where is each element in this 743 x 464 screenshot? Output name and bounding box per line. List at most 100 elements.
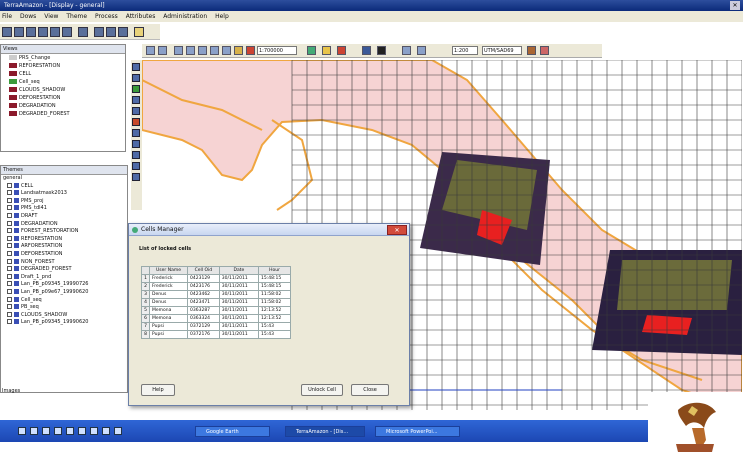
copy-icon[interactable] bbox=[158, 46, 167, 55]
checkbox-icon[interactable] bbox=[7, 304, 12, 310]
theme-item[interactable]: PB_seq bbox=[1, 304, 127, 312]
table-row[interactable]: 5 Memona 0363287 30/11/2011 12:13:52 bbox=[141, 306, 291, 315]
theme-item[interactable]: DEFORESTATION bbox=[1, 250, 127, 259]
table-row[interactable]: 1 Frederick 0423129 30/11/2011 15:48:15 bbox=[141, 274, 291, 283]
checkbox-icon[interactable] bbox=[7, 258, 12, 264]
checkbox-icon[interactable] bbox=[7, 212, 12, 218]
layer-item[interactable]: PRS_Change bbox=[1, 54, 125, 62]
menu-administration[interactable]: Administration bbox=[163, 13, 208, 20]
menu-attributes[interactable]: Attributes bbox=[125, 13, 156, 20]
checkbox-icon[interactable] bbox=[7, 235, 12, 241]
settings-icon[interactable] bbox=[540, 46, 549, 55]
light-icon[interactable] bbox=[134, 27, 144, 37]
lock-icon[interactable] bbox=[337, 46, 346, 55]
layer-item[interactable]: DEGRADED_FOREST bbox=[1, 110, 125, 118]
theme-item[interactable]: PMS_tdl41 bbox=[1, 205, 127, 213]
checkbox-icon[interactable] bbox=[7, 319, 12, 325]
column-header[interactable]: Hour bbox=[258, 266, 291, 275]
draw-line-icon[interactable] bbox=[174, 46, 183, 55]
theme-item[interactable]: Lan_PB_p09345_19990726 bbox=[1, 281, 127, 289]
theme-item[interactable]: DEGRADATION bbox=[1, 220, 127, 229]
projection-select[interactable]: UTM/SAD69 bbox=[482, 46, 522, 55]
taskbar-item-powerpoint[interactable]: Microsoft PowerPoi... bbox=[375, 426, 460, 437]
new-icon[interactable] bbox=[2, 27, 12, 37]
theme-item[interactable]: Lan_PB_p09e67_19990620 bbox=[1, 288, 127, 297]
theme-item[interactable]: DEGRADED_FOREST bbox=[1, 266, 127, 274]
quicklaunch-icon[interactable] bbox=[90, 427, 98, 435]
save-map-icon[interactable] bbox=[362, 46, 371, 55]
move-icon[interactable] bbox=[210, 46, 219, 55]
checkbox-icon[interactable] bbox=[7, 311, 12, 317]
column-header[interactable]: Date bbox=[218, 266, 260, 275]
table-row[interactable]: 7 Pupsi 0372129 30/11/2011 15:43 bbox=[141, 322, 291, 331]
quicklaunch-icon[interactable] bbox=[114, 427, 122, 435]
checkbox-icon[interactable] bbox=[7, 220, 12, 226]
pan-icon[interactable] bbox=[132, 107, 140, 115]
table-icon[interactable] bbox=[62, 27, 72, 37]
scale-select[interactable]: 1:700000 bbox=[257, 46, 297, 55]
theme-item[interactable]: PMS_proj bbox=[1, 197, 127, 206]
target-icon[interactable] bbox=[222, 46, 231, 55]
view-icon[interactable] bbox=[78, 27, 88, 37]
select-icon[interactable] bbox=[132, 151, 140, 159]
start-icon[interactable] bbox=[18, 427, 26, 435]
theme-item[interactable]: Lan_PB_p09345_19990620 bbox=[1, 319, 127, 327]
quicklaunch-icon[interactable] bbox=[30, 427, 38, 435]
zoom-out-icon[interactable] bbox=[132, 96, 140, 104]
home-icon[interactable] bbox=[234, 46, 243, 55]
cut-icon[interactable] bbox=[198, 46, 207, 55]
table-row[interactable]: 2 Frederick 0423176 30/11/2011 15:48:15 bbox=[141, 282, 291, 291]
checkbox-icon[interactable] bbox=[7, 266, 12, 272]
menu-process[interactable]: Process bbox=[95, 13, 118, 20]
menu-view[interactable]: View bbox=[44, 13, 59, 20]
delete-icon[interactable] bbox=[132, 173, 140, 181]
checkbox-icon[interactable] bbox=[7, 250, 12, 256]
close-icon[interactable]: ✕ bbox=[387, 225, 407, 235]
layer-item[interactable]: Cell_seq bbox=[1, 78, 125, 86]
theme-item[interactable]: NON_FOREST bbox=[1, 258, 127, 267]
quicklaunch-icon[interactable] bbox=[66, 427, 74, 435]
theme-item[interactable]: DRAFT bbox=[1, 212, 127, 221]
save-icon[interactable] bbox=[26, 27, 36, 37]
images-label[interactable]: Images bbox=[2, 388, 21, 394]
theme-item[interactable]: ARFORESTATION bbox=[1, 243, 127, 251]
layer-item[interactable]: CLOUDS_SHADOW bbox=[1, 86, 125, 94]
quicklaunch-icon[interactable] bbox=[78, 427, 86, 435]
add-icon[interactable] bbox=[132, 85, 140, 93]
checkbox-icon[interactable] bbox=[7, 288, 12, 294]
table-row[interactable]: 4 Denus 0423471 30/11/2011 11:58:02 bbox=[141, 298, 291, 307]
table-row[interactable]: 8 Pupsi 0372176 30/11/2011 15:43 bbox=[141, 330, 291, 339]
quicklaunch-icon[interactable] bbox=[42, 427, 50, 435]
menu-file[interactable]: File bbox=[2, 13, 13, 20]
layer-item[interactable]: REFORESTATION bbox=[1, 62, 125, 70]
measure-icon[interactable] bbox=[132, 140, 140, 148]
checkbox-icon[interactable] bbox=[7, 273, 12, 279]
chart-icon[interactable] bbox=[118, 27, 128, 37]
theme-item[interactable]: CELL bbox=[1, 182, 127, 191]
taskbar-item-terraamazon[interactable]: TerraAmazon - [Dis... bbox=[285, 426, 365, 437]
quicklaunch-icon[interactable] bbox=[54, 427, 62, 435]
pointer-icon[interactable] bbox=[132, 63, 140, 71]
quicklaunch-icon[interactable] bbox=[102, 427, 110, 435]
theme-item[interactable]: Draft_1_pnd bbox=[1, 273, 127, 282]
open-icon[interactable] bbox=[14, 27, 24, 37]
info-icon[interactable] bbox=[132, 129, 140, 137]
zoom-area-icon[interactable] bbox=[246, 46, 255, 55]
window-controls[interactable]: ✕ bbox=[730, 1, 740, 10]
unlock-cell-button[interactable]: Unlock Cell bbox=[301, 384, 343, 396]
edit-icon[interactable] bbox=[132, 118, 140, 126]
layer-item[interactable]: CELL bbox=[1, 70, 125, 78]
print-icon[interactable] bbox=[146, 46, 155, 55]
checkbox-icon[interactable] bbox=[7, 228, 12, 234]
theme-item[interactable]: FOREST_RESTORATION bbox=[1, 228, 127, 236]
layer-item[interactable]: DEFORESTATION bbox=[1, 94, 125, 102]
table-row[interactable]: 6 Memona 0363324 30/11/2011 12:13:52 bbox=[141, 314, 291, 323]
checkbox-icon[interactable] bbox=[7, 243, 12, 249]
checkbox-icon[interactable] bbox=[7, 182, 12, 188]
draw-polygon-icon[interactable] bbox=[186, 46, 195, 55]
theme-item[interactable]: Cell_seq bbox=[1, 296, 127, 305]
import-icon[interactable] bbox=[38, 27, 48, 37]
menu-dows[interactable]: Dows bbox=[19, 13, 37, 20]
column-header[interactable]: User Name bbox=[149, 266, 188, 275]
checkbox-icon[interactable] bbox=[7, 190, 12, 196]
